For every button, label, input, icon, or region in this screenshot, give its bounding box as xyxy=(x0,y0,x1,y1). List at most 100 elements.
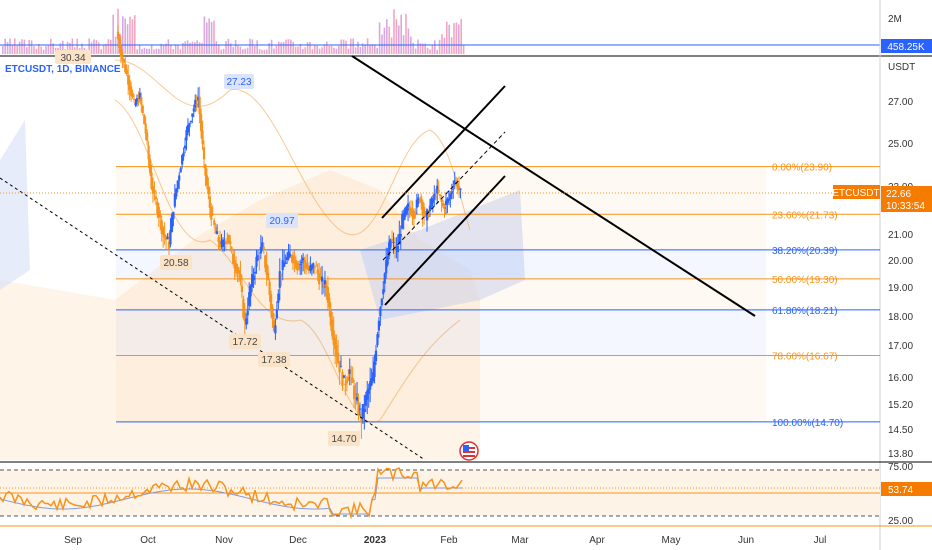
annotation-17-72: 17.72 xyxy=(232,337,257,348)
price-axis[interactable]: 27.0025.0023.0022.0021.0020.0019.0018.00… xyxy=(888,97,913,460)
candle-body xyxy=(201,130,204,145)
volume-bar xyxy=(347,48,350,54)
volume-bar xyxy=(2,46,4,54)
candle-body xyxy=(194,99,197,108)
volume-bar xyxy=(122,16,124,54)
candle-body xyxy=(297,265,300,270)
channel-mid-line[interactable] xyxy=(382,131,506,261)
volume-bar xyxy=(239,46,242,54)
candle-body xyxy=(433,193,436,200)
candle-body xyxy=(425,209,429,221)
candle-body xyxy=(453,180,456,185)
cloud-orange xyxy=(0,170,480,460)
volume-bar xyxy=(381,34,383,54)
volume-bar xyxy=(256,40,258,54)
candle-body xyxy=(185,129,188,141)
candle-body xyxy=(443,207,446,210)
candle-body xyxy=(291,254,295,264)
price-tick: 15.20 xyxy=(888,400,913,411)
volume-bar xyxy=(196,40,198,54)
us-event-icon[interactable] xyxy=(459,441,479,461)
candle-body xyxy=(144,123,147,134)
candle-body xyxy=(151,186,155,194)
candle-body xyxy=(341,372,344,386)
candle-body xyxy=(202,147,206,160)
time-tick: May xyxy=(662,535,681,546)
volume-bar xyxy=(110,39,112,54)
volume-bar xyxy=(225,41,227,54)
volume-bar xyxy=(330,45,333,54)
volume-bar xyxy=(124,18,126,54)
volume-bar xyxy=(287,39,290,54)
volume-bar xyxy=(138,45,141,54)
time-tick: Dec xyxy=(289,535,307,546)
candle-body xyxy=(371,372,375,382)
candle-body xyxy=(344,383,347,385)
price-tick: 25.00 xyxy=(888,139,913,150)
candle-body xyxy=(447,198,450,201)
candle-body xyxy=(189,121,192,123)
volume-bar xyxy=(436,49,438,54)
volume-bar xyxy=(129,16,131,54)
channel-lower-line[interactable] xyxy=(384,175,506,306)
candle-body xyxy=(370,378,373,386)
candle-body xyxy=(402,213,405,221)
candle-body xyxy=(457,186,461,191)
volume-bar xyxy=(309,41,311,54)
volume-bar xyxy=(390,37,393,54)
candle-body xyxy=(140,96,143,105)
candle-body xyxy=(271,307,274,320)
bar-countdown: 10:33:54 xyxy=(886,201,925,212)
fib-retracement[interactable]: 0.00%(23.90) 23.60%(21.73) 38.20%(20.39) 50… xyxy=(116,163,880,429)
candle-body xyxy=(332,330,335,345)
candle-body xyxy=(218,240,222,248)
candle-body xyxy=(172,211,175,220)
volume-bar xyxy=(424,43,426,54)
channel-upper-line[interactable] xyxy=(381,85,506,219)
candle-body xyxy=(366,390,369,400)
candle-body xyxy=(423,207,426,216)
descending-trendline[interactable] xyxy=(351,55,756,317)
volume-bar xyxy=(316,45,318,54)
volume-bar xyxy=(311,49,314,54)
candle-body xyxy=(211,213,214,215)
price-tick: 20.00 xyxy=(888,256,913,267)
volume-bar xyxy=(273,48,275,54)
candle-body xyxy=(459,188,462,190)
volume-bar xyxy=(266,49,268,54)
candle-body xyxy=(191,113,194,117)
dashed-support-line[interactable] xyxy=(0,177,426,461)
volume-bar xyxy=(388,26,390,54)
candle-body xyxy=(342,375,346,378)
volume-bar xyxy=(52,43,54,54)
volume-bar xyxy=(244,48,246,54)
volume-bar xyxy=(23,39,26,54)
candle-body xyxy=(253,271,257,274)
rsi-axis-lower: 25.00 xyxy=(888,516,913,527)
volume-bar xyxy=(14,38,16,54)
volume-bar xyxy=(136,49,138,54)
candle-body xyxy=(159,213,162,218)
volume-bar xyxy=(170,44,172,54)
candle-body xyxy=(261,242,264,251)
candle-body xyxy=(320,276,324,282)
volume-bar xyxy=(146,48,148,54)
annotation-20-97: 20.97 xyxy=(269,216,294,227)
volume-bar xyxy=(448,24,450,54)
symbol-price-tag xyxy=(833,185,880,199)
fib-level-label: 50.00%(19.30) xyxy=(772,275,838,286)
volume-bar xyxy=(203,16,206,54)
volume-bar xyxy=(446,21,448,54)
fib-level-label: 38.20%(20.39) xyxy=(772,246,838,257)
candle-body xyxy=(430,198,433,207)
candle-body xyxy=(408,207,411,209)
candle-body xyxy=(204,164,207,176)
symbol-legend[interactable]: ETCUSDT, 1D, BINANCE xyxy=(5,64,121,75)
volume-bar xyxy=(11,45,14,54)
volume-bar xyxy=(182,42,184,54)
candle-body xyxy=(409,208,413,216)
candle-body xyxy=(280,273,283,275)
time-axis[interactable]: Sep Oct Nov Dec 2023 Feb Mar Apr May Jun Jul xyxy=(64,535,826,546)
volume-bar xyxy=(242,49,244,54)
